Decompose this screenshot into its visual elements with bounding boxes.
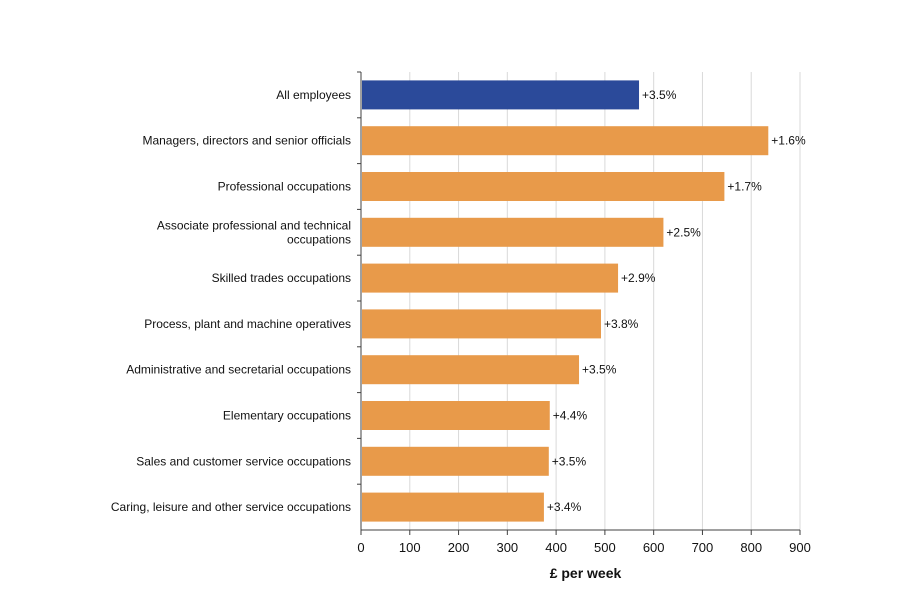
x-tick-label: 600 [643,540,665,555]
data-label: +3.5% [642,88,677,102]
data-label: +2.5% [666,225,701,239]
data-label: +3.5% [552,454,587,468]
bar [362,355,580,385]
category-label: Skilled trades occupations [212,271,351,285]
category-labels: All employees Managers, directors and sen… [111,88,351,514]
category-label: Caring, leisure and other service occupa… [111,500,351,514]
x-tick-label: 700 [692,540,714,555]
data-label: +1.6% [771,134,806,148]
data-label: +3.5% [582,363,617,377]
x-tick-label: 400 [545,540,567,555]
data-labels: +3.5% +1.6% +1.7% +2.5% +2.9% +3.8% +3.5% +4.4%… [547,88,806,514]
bar [362,126,769,156]
data-label: +4.4% [553,409,588,423]
bar [362,172,725,201]
category-label: All employees [276,88,351,102]
category-label: Managers, directors and senior officials [142,134,351,148]
bar [362,217,664,247]
category-label: Elementary occupations [223,409,351,423]
data-label: +3.4% [547,500,582,514]
category-label: Associate professional and technical occu… [157,218,351,246]
category-label: Sales and customer service occupations [136,454,351,468]
bar [362,80,640,110]
x-tick-label: 300 [496,540,518,555]
bar [362,446,549,476]
data-label: +3.8% [604,317,639,331]
x-tick-label: 0 [357,540,364,555]
x-tick-label: 800 [740,540,762,555]
category-label: Professional occupations [218,180,351,194]
data-label: +1.7% [727,180,762,194]
bar [362,401,550,430]
x-tick-label: 900 [789,540,811,555]
axes [357,71,801,535]
category-label: Administrative and secretarial occupatio… [126,363,351,377]
x-axis-title: £ per week [550,565,622,581]
bar [362,309,601,339]
x-tick-label: 500 [594,540,616,555]
tick-labels: 0 100 200 300 400 500 600 700 800 900 [357,540,810,555]
bars [362,80,769,522]
bar [362,263,619,293]
x-tick-label: 100 [399,540,421,555]
x-tick-label: 200 [448,540,470,555]
data-label: +2.9% [621,271,656,285]
category-label: Process, plant and machine operatives [144,317,351,331]
bar [362,492,544,522]
